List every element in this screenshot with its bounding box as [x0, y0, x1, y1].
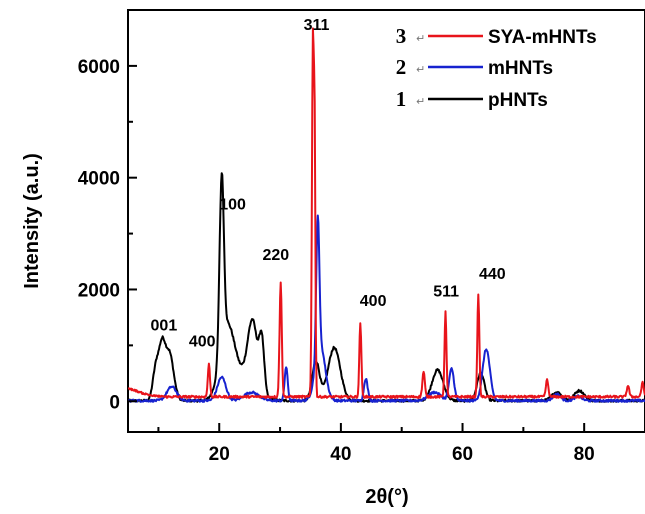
x-tick-label: 20 — [209, 444, 230, 465]
peak-label-001: 001 — [151, 317, 178, 334]
series-layer — [128, 27, 645, 403]
y-tick-label: 2000 — [78, 280, 120, 301]
legend-label: SYA-mHNTs — [488, 27, 597, 48]
x-axis-title: 2θ(°) — [365, 486, 408, 508]
peak-label-400: 400 — [360, 293, 387, 310]
legend-return-mark: ↵ — [416, 95, 425, 108]
legend-label: pHNTs — [488, 90, 548, 111]
legend-return-mark: ↵ — [416, 63, 425, 76]
peak-label-400: 400 — [189, 333, 216, 350]
legend-number: 3 — [396, 24, 407, 48]
legend: 3 ↵ SYA-mHNTs 2 ↵ mHNTs 1 ↵ pHNTs — [396, 24, 597, 111]
peak-label-220: 220 — [262, 247, 289, 264]
legend-label: mHNTs — [488, 58, 553, 79]
y-tick-label: 4000 — [78, 169, 120, 190]
series-line-phnts — [128, 172, 645, 403]
series-line-mhnts — [128, 214, 645, 403]
peak-label-311: 311 — [304, 17, 330, 34]
legend-number: 2 — [396, 55, 407, 79]
peak-label-100: 100 — [219, 197, 246, 214]
y-tick-label: 6000 — [78, 57, 120, 78]
x-tick-label: 40 — [330, 444, 351, 465]
annotation-layer: 001 400 100 220 311 400 511 440 — [151, 17, 506, 350]
peak-label-440: 440 — [479, 266, 506, 283]
series-line-sya-mhnts — [128, 27, 645, 399]
x-tick-label: 60 — [452, 444, 473, 465]
y-axis-title: Intensity (a.u.) — [21, 153, 43, 289]
legend-return-mark: ↵ — [416, 32, 425, 45]
x-tick-label: 80 — [574, 444, 595, 465]
legend-number: 1 — [396, 87, 407, 111]
y-tick-label: 0 — [109, 392, 120, 413]
peak-label-511: 511 — [433, 284, 459, 301]
plot-frame — [127, 9, 645, 433]
ticks-layer: 20 40 60 80 0 2000 4000 6000 — [78, 57, 595, 465]
